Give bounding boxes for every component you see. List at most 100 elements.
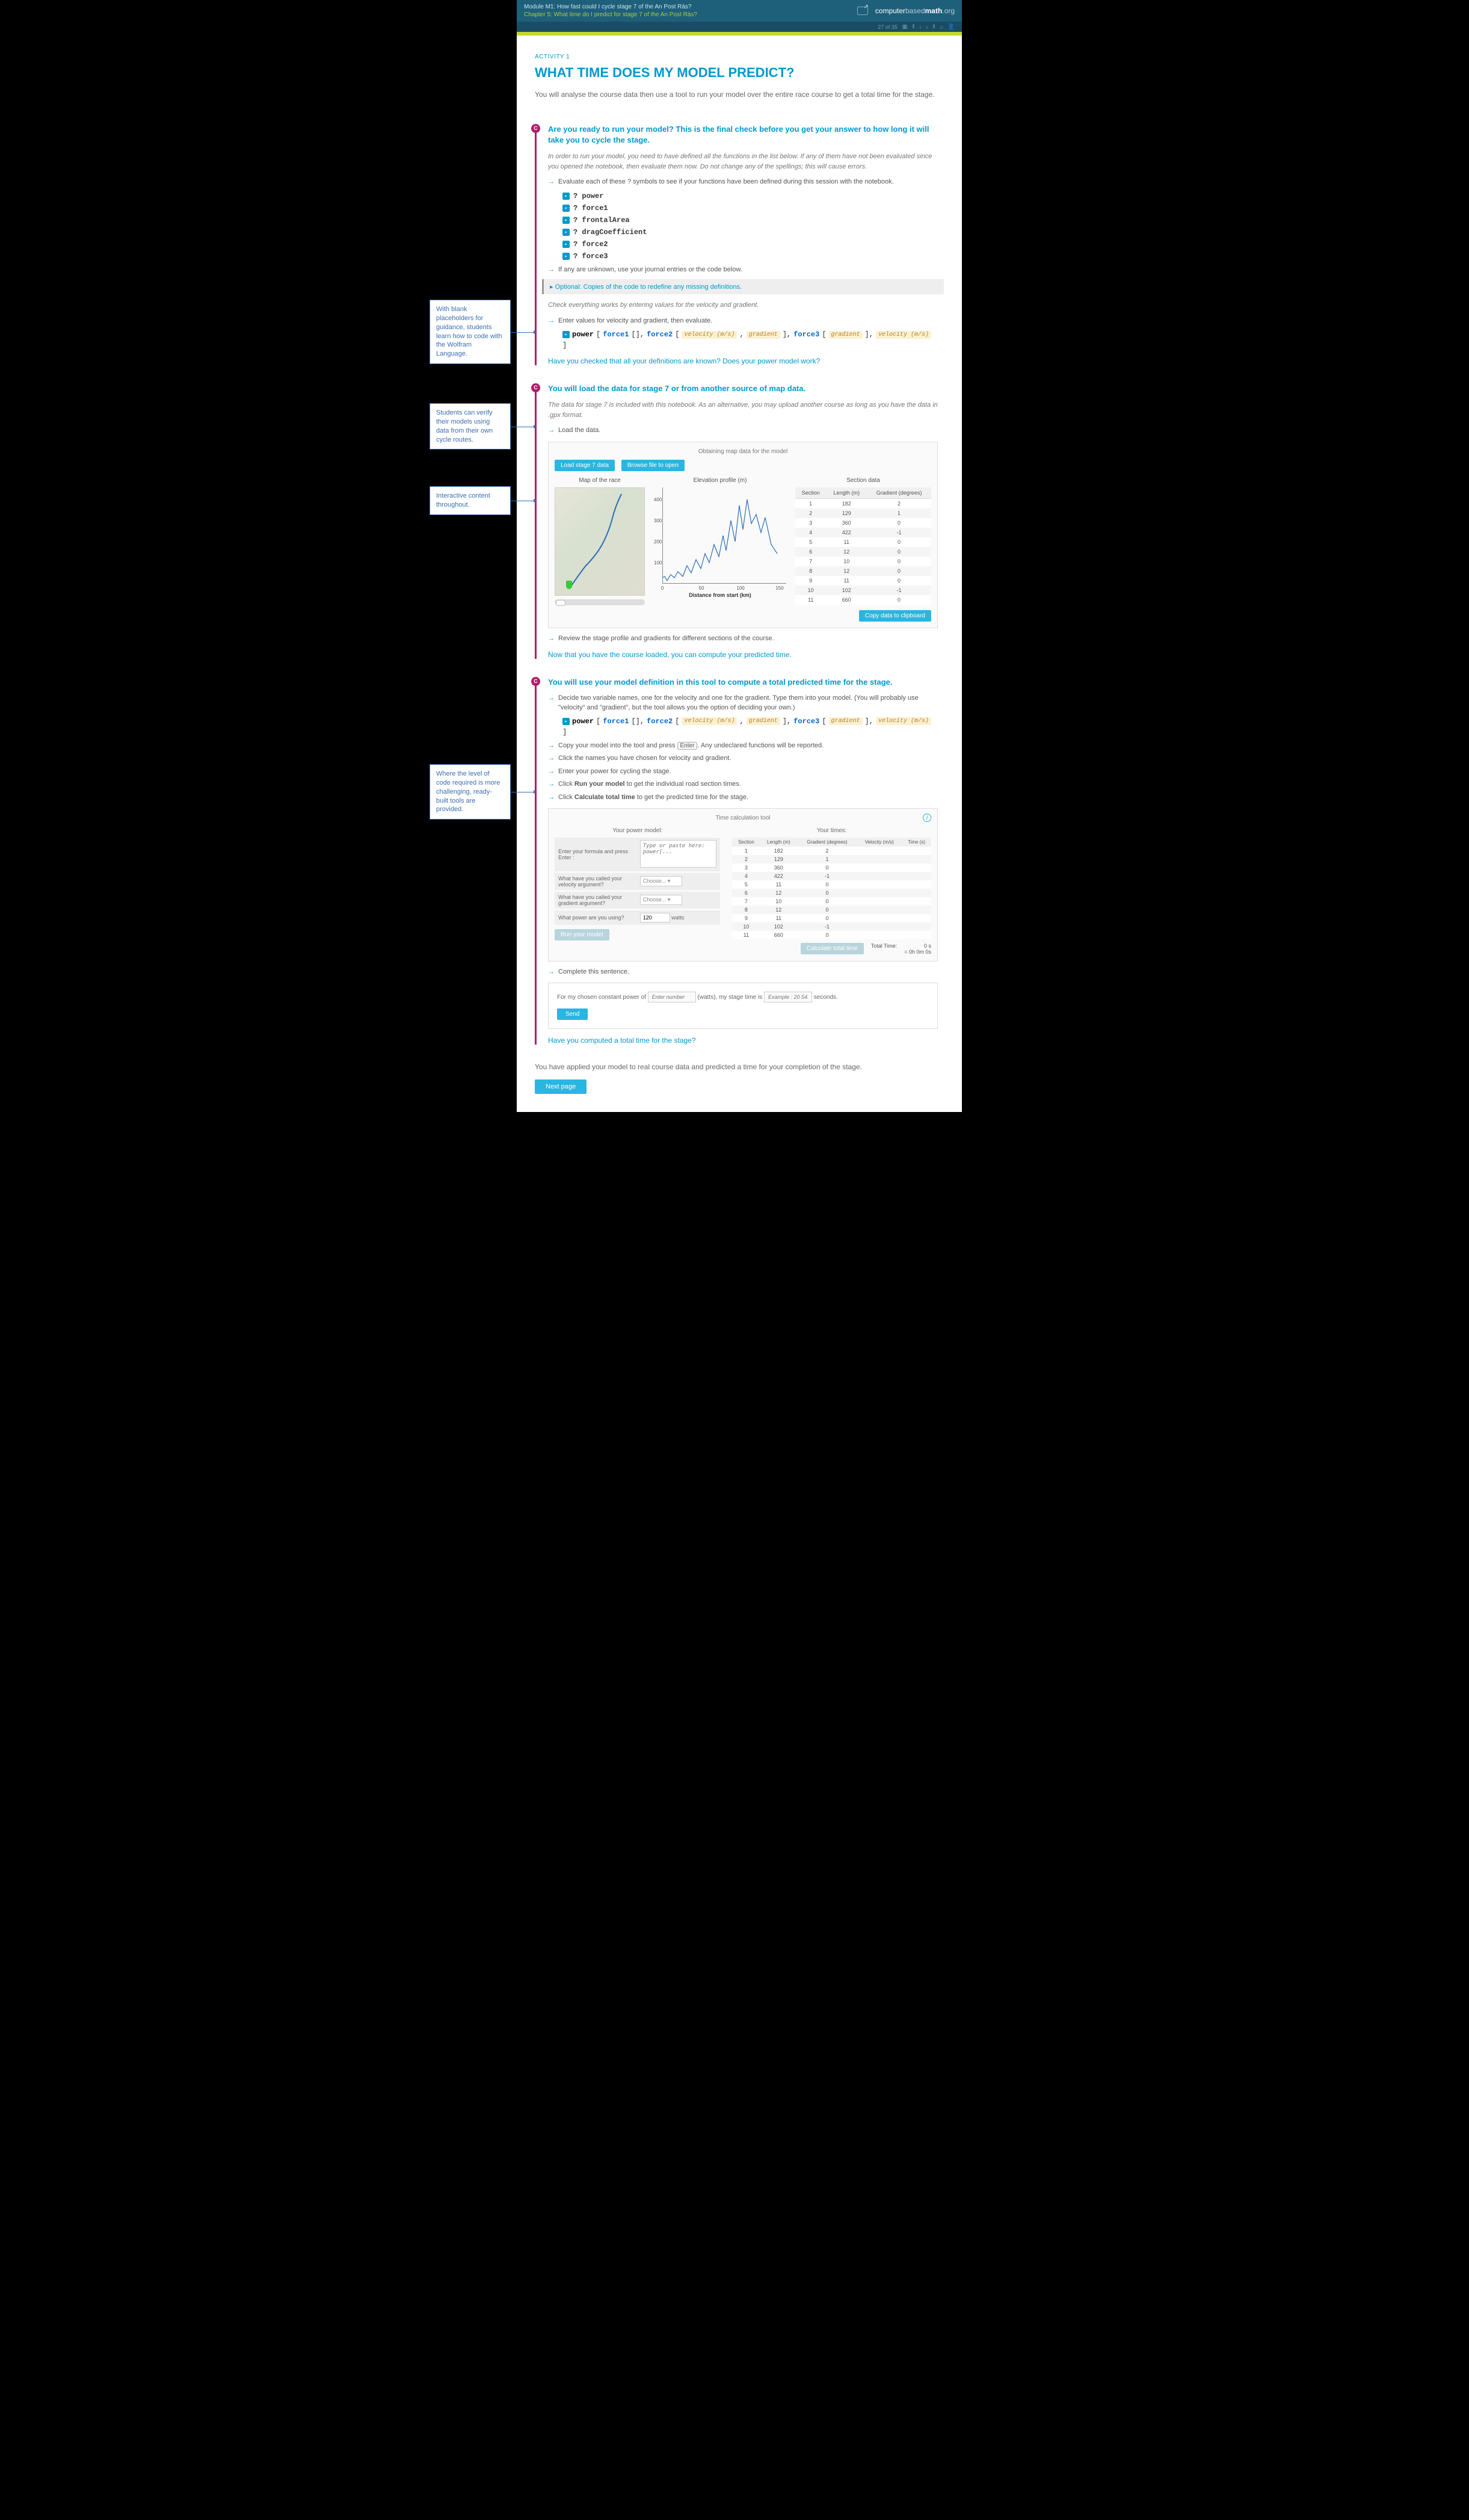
- table-row: 8120: [732, 906, 931, 914]
- route-line: [555, 488, 645, 596]
- nav-first-icon[interactable]: ⦀: [912, 23, 914, 30]
- code-def-row[interactable]: ▸? frontalArea: [562, 216, 938, 224]
- sentence-panel: For my chosen constant power of (watts),…: [548, 983, 938, 1029]
- arrow-icon: →: [548, 265, 555, 274]
- time-tool-panel: Time calculation tooli Your power model:…: [548, 808, 938, 962]
- step-text: Copy your model into the tool and press …: [558, 741, 824, 750]
- map[interactable]: [555, 487, 645, 596]
- formula-input[interactable]: [640, 840, 717, 868]
- table-row: 5110: [732, 880, 931, 889]
- arrow-icon: →: [548, 426, 555, 435]
- table-row: 10102-1: [732, 922, 931, 931]
- eval-icon[interactable]: ▸: [562, 205, 570, 212]
- total-hms: = 0h 0m 0s: [904, 949, 931, 955]
- load-stage-button[interactable]: Load stage 7 data: [555, 460, 615, 471]
- velocity-select[interactable]: Choose... ▾: [640, 876, 682, 886]
- eval-icon[interactable]: ▸: [562, 331, 570, 338]
- code-def-row[interactable]: ▸? dragCoefficient: [562, 228, 938, 236]
- code-def-row[interactable]: ▸? force3: [562, 252, 938, 261]
- nav-prev-icon[interactable]: ‹: [919, 24, 921, 30]
- step-text: If any are unknown, use your journal ent…: [558, 265, 742, 274]
- page: Module M1: How fast could I cycle stage …: [517, 0, 962, 1112]
- callout-verify: Students can verify their models using d…: [430, 403, 511, 449]
- arrow-icon: →: [548, 780, 555, 789]
- power-input[interactable]: [640, 913, 670, 922]
- left-col-header: Your power model:: [555, 827, 720, 834]
- arrow-icon: →: [548, 317, 555, 326]
- next-page-button[interactable]: Next page: [535, 1079, 587, 1094]
- code-expression[interactable]: ▸ power[force1[], force2[ velocity (m/s)…: [562, 330, 938, 350]
- code-def-row[interactable]: ▸? power: [562, 192, 938, 200]
- calc-total-button[interactable]: Calculate total time: [801, 943, 864, 954]
- copy-data-button[interactable]: Copy data to clipboard: [859, 610, 931, 622]
- arrow-icon: →: [548, 767, 555, 776]
- formula-label: Enter your formula and press Enter :: [558, 848, 635, 860]
- table-row: 9110: [732, 914, 931, 922]
- step-text: Evaluate each of these ? symbols to see …: [558, 178, 894, 187]
- section-compute: C You will use your model definition in …: [535, 677, 938, 1045]
- table-row: 4422-1: [795, 528, 931, 537]
- run-model-button[interactable]: Run your model: [555, 929, 609, 940]
- def-text: ? force1: [573, 204, 608, 212]
- def-text: ? dragCoefficient: [573, 228, 647, 236]
- section-note: The data for stage 7 is included with th…: [548, 400, 938, 420]
- def-text: ? force2: [573, 240, 608, 249]
- map-panel: Obtaining map data for the model Load st…: [548, 442, 938, 628]
- section-heading: You will use your model definition in th…: [548, 677, 938, 688]
- chapter-title: Chapter 5: What time do I predict for st…: [524, 11, 857, 18]
- step-text: Click Calculate total time to get the pr…: [558, 793, 748, 802]
- eval-icon[interactable]: ▸: [562, 217, 570, 224]
- send-button[interactable]: Send: [557, 1008, 588, 1020]
- nav-last-icon[interactable]: ⦀: [932, 23, 935, 30]
- table-row: 5110: [795, 537, 931, 547]
- table-row: 6120: [795, 547, 931, 557]
- section-note: In order to run your model, you need to …: [548, 152, 938, 171]
- chart-line: [654, 487, 786, 596]
- gradient-select[interactable]: Choose... ▾: [640, 895, 682, 905]
- arrow-icon: →: [548, 793, 555, 802]
- info-icon[interactable]: i: [923, 814, 931, 822]
- gradient-label: What have you called your gradient argum…: [558, 894, 635, 906]
- section-load-data: C You will load the data for stage 7 or …: [535, 383, 938, 659]
- optional-toggle[interactable]: ▸ Optional: Copies of the code to redefi…: [542, 279, 944, 294]
- eval-icon[interactable]: ▸: [562, 229, 570, 236]
- table-row: 21291: [732, 855, 931, 863]
- table-row: 11822: [795, 498, 931, 508]
- callout-placeholders: With blank placeholders for guidance, st…: [430, 300, 511, 364]
- callout-interactive: Interactive content throughout.: [430, 486, 511, 515]
- step-text: Enter your power for cycling the stage.: [558, 767, 671, 776]
- def-text: ? power: [573, 192, 603, 200]
- code-expression[interactable]: ▸ power[force1[], force2[ velocity (m/s)…: [562, 717, 938, 737]
- home-icon[interactable]: ⌂: [940, 24, 943, 30]
- nav-next-icon[interactable]: ›: [926, 24, 928, 30]
- table-header: Length (m): [760, 838, 797, 847]
- power-number-input[interactable]: [648, 992, 696, 1002]
- eval-icon[interactable]: ▸: [562, 241, 570, 248]
- velocity-label: What have you called your velocity argum…: [558, 876, 635, 888]
- eval-icon[interactable]: ▸: [562, 193, 570, 200]
- badge-c: C: [531, 677, 540, 686]
- step-text: Click Run your model to get the individu…: [558, 780, 741, 789]
- table-label: Section data: [795, 477, 931, 484]
- enter-key: Enter: [677, 742, 698, 750]
- callout-tools: Where the level of code required is more…: [430, 764, 511, 820]
- scrubber[interactable]: [555, 599, 645, 605]
- table-row: 33600: [732, 863, 931, 872]
- time-number-input[interactable]: [764, 992, 812, 1002]
- user-icon[interactable]: 👤: [948, 23, 955, 30]
- table-header: Time (s): [902, 838, 931, 847]
- eval-icon[interactable]: ▸: [562, 718, 570, 725]
- module-title: Module M1: How fast could I cycle stage …: [524, 4, 857, 10]
- table-header: Gradient (degrees): [867, 487, 931, 499]
- share-icon[interactable]: [857, 7, 868, 15]
- table-row: 116600: [732, 931, 931, 939]
- arrow-icon: →: [548, 754, 555, 763]
- badge-c: C: [531, 383, 540, 392]
- def-text: ? force3: [573, 252, 608, 261]
- section-table: SectionLength (m)Gradient (degrees) 1182…: [795, 487, 931, 605]
- code-def-row[interactable]: ▸? force1: [562, 204, 938, 212]
- eval-icon[interactable]: ▸: [562, 253, 570, 260]
- browse-file-button[interactable]: Browse file to open: [621, 460, 685, 471]
- nav-grid-icon[interactable]: ▦: [902, 23, 908, 30]
- code-def-row[interactable]: ▸? force2: [562, 240, 938, 249]
